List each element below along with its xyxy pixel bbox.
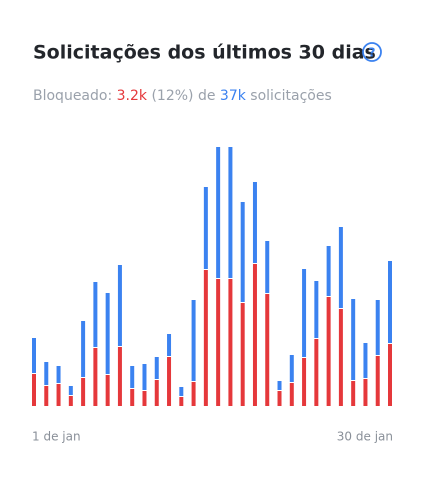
bar-segment <box>179 397 184 406</box>
bar-segment <box>216 279 221 406</box>
bar-segment <box>93 348 98 406</box>
bar-segment <box>363 343 368 378</box>
bar-segment <box>240 303 245 406</box>
bar-segment <box>338 227 343 308</box>
bar-segment <box>191 300 196 381</box>
bar-segment <box>265 241 270 293</box>
bar-segment <box>68 396 73 406</box>
subtitle-part: (12%) de <box>147 88 220 104</box>
bar-segment <box>216 147 221 278</box>
bar-segment <box>203 270 208 406</box>
bar-segment <box>167 334 172 356</box>
bar-segment <box>228 147 233 278</box>
bar-segment <box>32 374 36 406</box>
bar-segment <box>277 391 282 406</box>
bar-segment <box>289 355 294 382</box>
bar-segment <box>93 282 98 347</box>
bar-segment <box>179 387 184 396</box>
chart-title: Solicitações dos últimos 30 dias <box>33 42 376 64</box>
bar-segment <box>363 379 368 406</box>
help-icon[interactable] <box>362 42 382 62</box>
subtitle-part: 3.2k <box>117 88 148 104</box>
bar-segment <box>375 356 380 406</box>
bar-segment <box>351 381 356 406</box>
bar-segment <box>68 386 73 395</box>
bar-segment <box>375 300 380 355</box>
subtitle-part: 37k <box>220 88 247 104</box>
bar-segment <box>240 202 245 302</box>
bar-segment <box>105 375 110 406</box>
bar-segment <box>326 297 331 406</box>
bar-segment <box>351 299 356 380</box>
bar-segment <box>228 279 233 406</box>
bar-segment <box>289 383 294 406</box>
bar-segment <box>314 339 319 406</box>
bar-segment <box>142 391 147 406</box>
subtitle-part: Bloqueado: <box>33 88 117 104</box>
bar-segment <box>167 357 172 406</box>
bar-segment <box>302 358 307 406</box>
bar-segment <box>130 389 135 406</box>
bar-segment <box>314 281 319 338</box>
bar-segment <box>191 382 196 406</box>
bar-segment <box>56 366 61 383</box>
bar-segment <box>154 380 159 406</box>
bar-segment <box>388 344 392 406</box>
bar-segment <box>203 187 208 269</box>
bar-segment <box>44 362 49 385</box>
bar-segment <box>154 357 159 379</box>
bar-segment <box>117 347 122 406</box>
bar-segment <box>142 364 147 390</box>
bar-segment <box>277 381 282 390</box>
bar-segment <box>326 246 331 296</box>
bar-segment <box>338 309 343 406</box>
bar-segment <box>105 293 110 374</box>
x-tick-label: 30 de jan <box>337 430 393 444</box>
subtitle: Bloqueado: 3.2k (12%) de 37k solicitaçõe… <box>33 88 332 104</box>
bar-segment <box>302 269 307 357</box>
subtitle-part: solicitações <box>246 88 332 104</box>
bar-segment <box>252 182 257 263</box>
bar-segment <box>56 384 61 406</box>
bar-segment <box>388 261 392 343</box>
bar-segment <box>81 321 86 377</box>
bar-segment <box>265 294 270 406</box>
help-icon-label[interactable]: ? <box>369 46 376 60</box>
bar-segment <box>252 264 257 406</box>
bar-segment <box>32 338 36 373</box>
x-tick-label: 1 de jan <box>32 430 81 444</box>
bar-segment <box>81 378 86 406</box>
bar-segment <box>44 386 49 406</box>
bar-segment <box>117 265 122 346</box>
bar-segment <box>130 366 135 388</box>
